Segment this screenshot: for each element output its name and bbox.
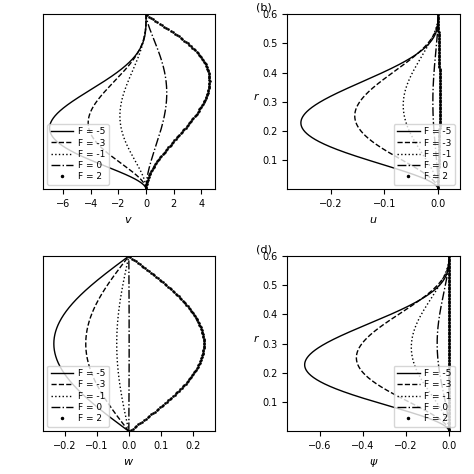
X-axis label: $\psi$: $\psi$ — [369, 456, 378, 469]
X-axis label: $u$: $u$ — [369, 215, 378, 225]
Legend: F = -5, F = -3, F = -1, F = 0, F = 2: F = -5, F = -3, F = -1, F = 0, F = 2 — [393, 365, 455, 427]
Text: (b): (b) — [256, 2, 272, 12]
Legend: F = -5, F = -3, F = -1, F = 0, F = 2: F = -5, F = -3, F = -1, F = 0, F = 2 — [393, 124, 455, 185]
Text: (d): (d) — [256, 244, 272, 255]
X-axis label: $w$: $w$ — [123, 456, 135, 466]
Legend: F = -5, F = -3, F = -1, F = 0, F = 2: F = -5, F = -3, F = -1, F = 0, F = 2 — [47, 124, 109, 185]
Legend: F = -5, F = -3, F = -1, F = 0, F = 2: F = -5, F = -3, F = -1, F = 0, F = 2 — [47, 365, 109, 427]
Y-axis label: $r$: $r$ — [253, 91, 260, 102]
Y-axis label: $r$: $r$ — [253, 333, 260, 344]
X-axis label: $v$: $v$ — [125, 215, 133, 225]
